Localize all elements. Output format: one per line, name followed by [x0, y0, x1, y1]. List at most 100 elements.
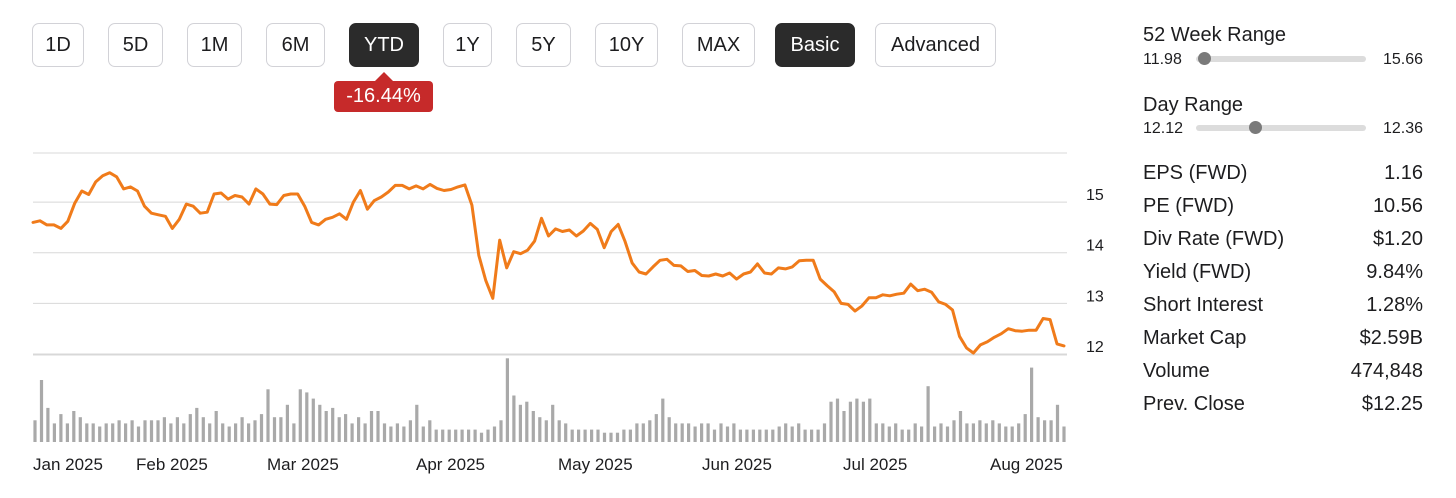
y-tick-label: 15: [1086, 187, 1104, 204]
volume-bar: [978, 420, 982, 442]
advanced-view-button[interactable]: Advanced: [875, 23, 996, 67]
volume-bar: [259, 414, 264, 442]
x-tick-label: Aug 2025: [990, 455, 1063, 474]
volume-bar: [46, 407, 50, 442]
stat-label: PE (FWD): [1143, 195, 1235, 217]
volume-bar: [227, 426, 231, 442]
volume-bar: [59, 414, 63, 442]
range-high-value: 15.66: [1382, 51, 1423, 68]
volume-bar: [1043, 420, 1047, 442]
volume-bar: [78, 417, 82, 442]
volume-bar: [285, 404, 289, 442]
volume-bar: [479, 432, 484, 442]
volume-bar: [933, 426, 937, 442]
range-5d-button[interactable]: 5D: [108, 23, 163, 67]
volume-bar: [1062, 426, 1066, 442]
price-chart: 15 14 13 12 Jan 2025 Feb 2025 Mar 2025 Apr 2025…: [31, 152, 1104, 474]
volume-bar: [551, 404, 555, 442]
volume-bar: [848, 401, 852, 442]
volume-bar: [85, 423, 89, 442]
volume-bar: [609, 432, 613, 442]
volume-bar: [214, 411, 218, 442]
stat-label: Div Rate (FWD): [1143, 228, 1285, 250]
volume-bar: [292, 423, 296, 442]
volume-bar: [279, 417, 283, 442]
volume-bar: [169, 423, 173, 442]
stat-row-yield: Yield (FWD) 9.84%: [1143, 261, 1423, 291]
volume-bar: [124, 423, 128, 442]
volume-bar: [538, 417, 542, 442]
volume-bar: [881, 423, 885, 442]
volume-bar: [149, 420, 154, 442]
stat-value: 474,848: [1350, 360, 1423, 382]
volume-bar: [971, 423, 975, 442]
stat-value: 1.16: [1384, 162, 1423, 184]
volume-bar: [421, 426, 425, 442]
range-10y-button[interactable]: 10Y: [595, 23, 658, 67]
stat-label: Market Cap: [1143, 327, 1247, 349]
volume-bar: [130, 420, 134, 442]
range-6m-button[interactable]: 6M: [266, 23, 325, 67]
range-title: 52 Week Range: [1143, 24, 1287, 46]
volume-bar: [39, 380, 44, 442]
volume-bar: [369, 411, 374, 442]
range-5y-button[interactable]: 5Y: [516, 23, 571, 67]
volume-bar: [182, 423, 186, 442]
volume-bar: [712, 429, 717, 442]
volume-bar: [492, 426, 497, 442]
volume-bar: [143, 420, 147, 442]
volume-bar: [622, 429, 626, 442]
volume-bar: [907, 429, 911, 442]
volume-bar: [745, 429, 749, 442]
volume-bar: [33, 420, 37, 442]
volume-bar: [868, 398, 872, 442]
volume-bar: [926, 386, 930, 442]
stat-row-div-rate: Div Rate (FWD) $1.20: [1143, 228, 1423, 258]
volume-bar: [667, 417, 671, 442]
volume-bar: [91, 423, 95, 442]
volume-bar: [945, 426, 950, 442]
range-1m-button[interactable]: 1M: [187, 23, 242, 67]
volume-bar: [732, 423, 736, 442]
volume-bar: [596, 429, 600, 442]
stat-row-pe: PE (FWD) 10.56: [1143, 195, 1423, 225]
volume-bar: [175, 417, 179, 442]
volume-bar: [1017, 423, 1021, 442]
range-slider-track: [1196, 121, 1366, 134]
basic-view-button[interactable]: Basic: [775, 23, 855, 67]
volume-bar: [311, 398, 315, 442]
volume-bar: [706, 423, 710, 442]
volume-bar: [544, 420, 548, 442]
x-tick-label: Mar 2025: [267, 455, 339, 474]
volume-bar: [428, 420, 432, 442]
volume-bar: [719, 423, 723, 442]
range-max-button[interactable]: MAX: [682, 23, 755, 67]
volume-bar: [654, 414, 658, 442]
volume-bar: [984, 423, 988, 442]
range-1d-button[interactable]: 1D: [32, 23, 84, 67]
volume-bar: [454, 429, 458, 442]
volume-bar: [1030, 367, 1034, 442]
x-tick-label: Jun 2025: [702, 455, 772, 474]
y-tick-label: 12: [1086, 339, 1104, 356]
stat-value: $1.20: [1372, 228, 1423, 250]
range-ytd-button[interactable]: YTD: [349, 23, 419, 67]
volume-bar: [208, 423, 212, 442]
volume-bar: [188, 414, 192, 442]
price-line: [31, 171, 1066, 355]
volume-bar: [266, 389, 270, 442]
volume-bar: [402, 426, 406, 442]
volume-bar: [913, 423, 917, 442]
volume-bar: [136, 426, 141, 442]
volume-bar: [395, 423, 399, 442]
volume-bar: [525, 401, 529, 442]
x-tick-label: May 2025: [558, 455, 633, 474]
volume-bar: [939, 423, 943, 442]
range-1y-button[interactable]: 1Y: [443, 23, 492, 67]
volume-bar: [324, 411, 328, 442]
volume-bar: [725, 426, 730, 442]
y-tick-label: 14: [1086, 238, 1104, 255]
volume-bar: [447, 429, 451, 442]
volume-bar: [467, 429, 471, 442]
y-tick-label: 13: [1086, 288, 1104, 305]
